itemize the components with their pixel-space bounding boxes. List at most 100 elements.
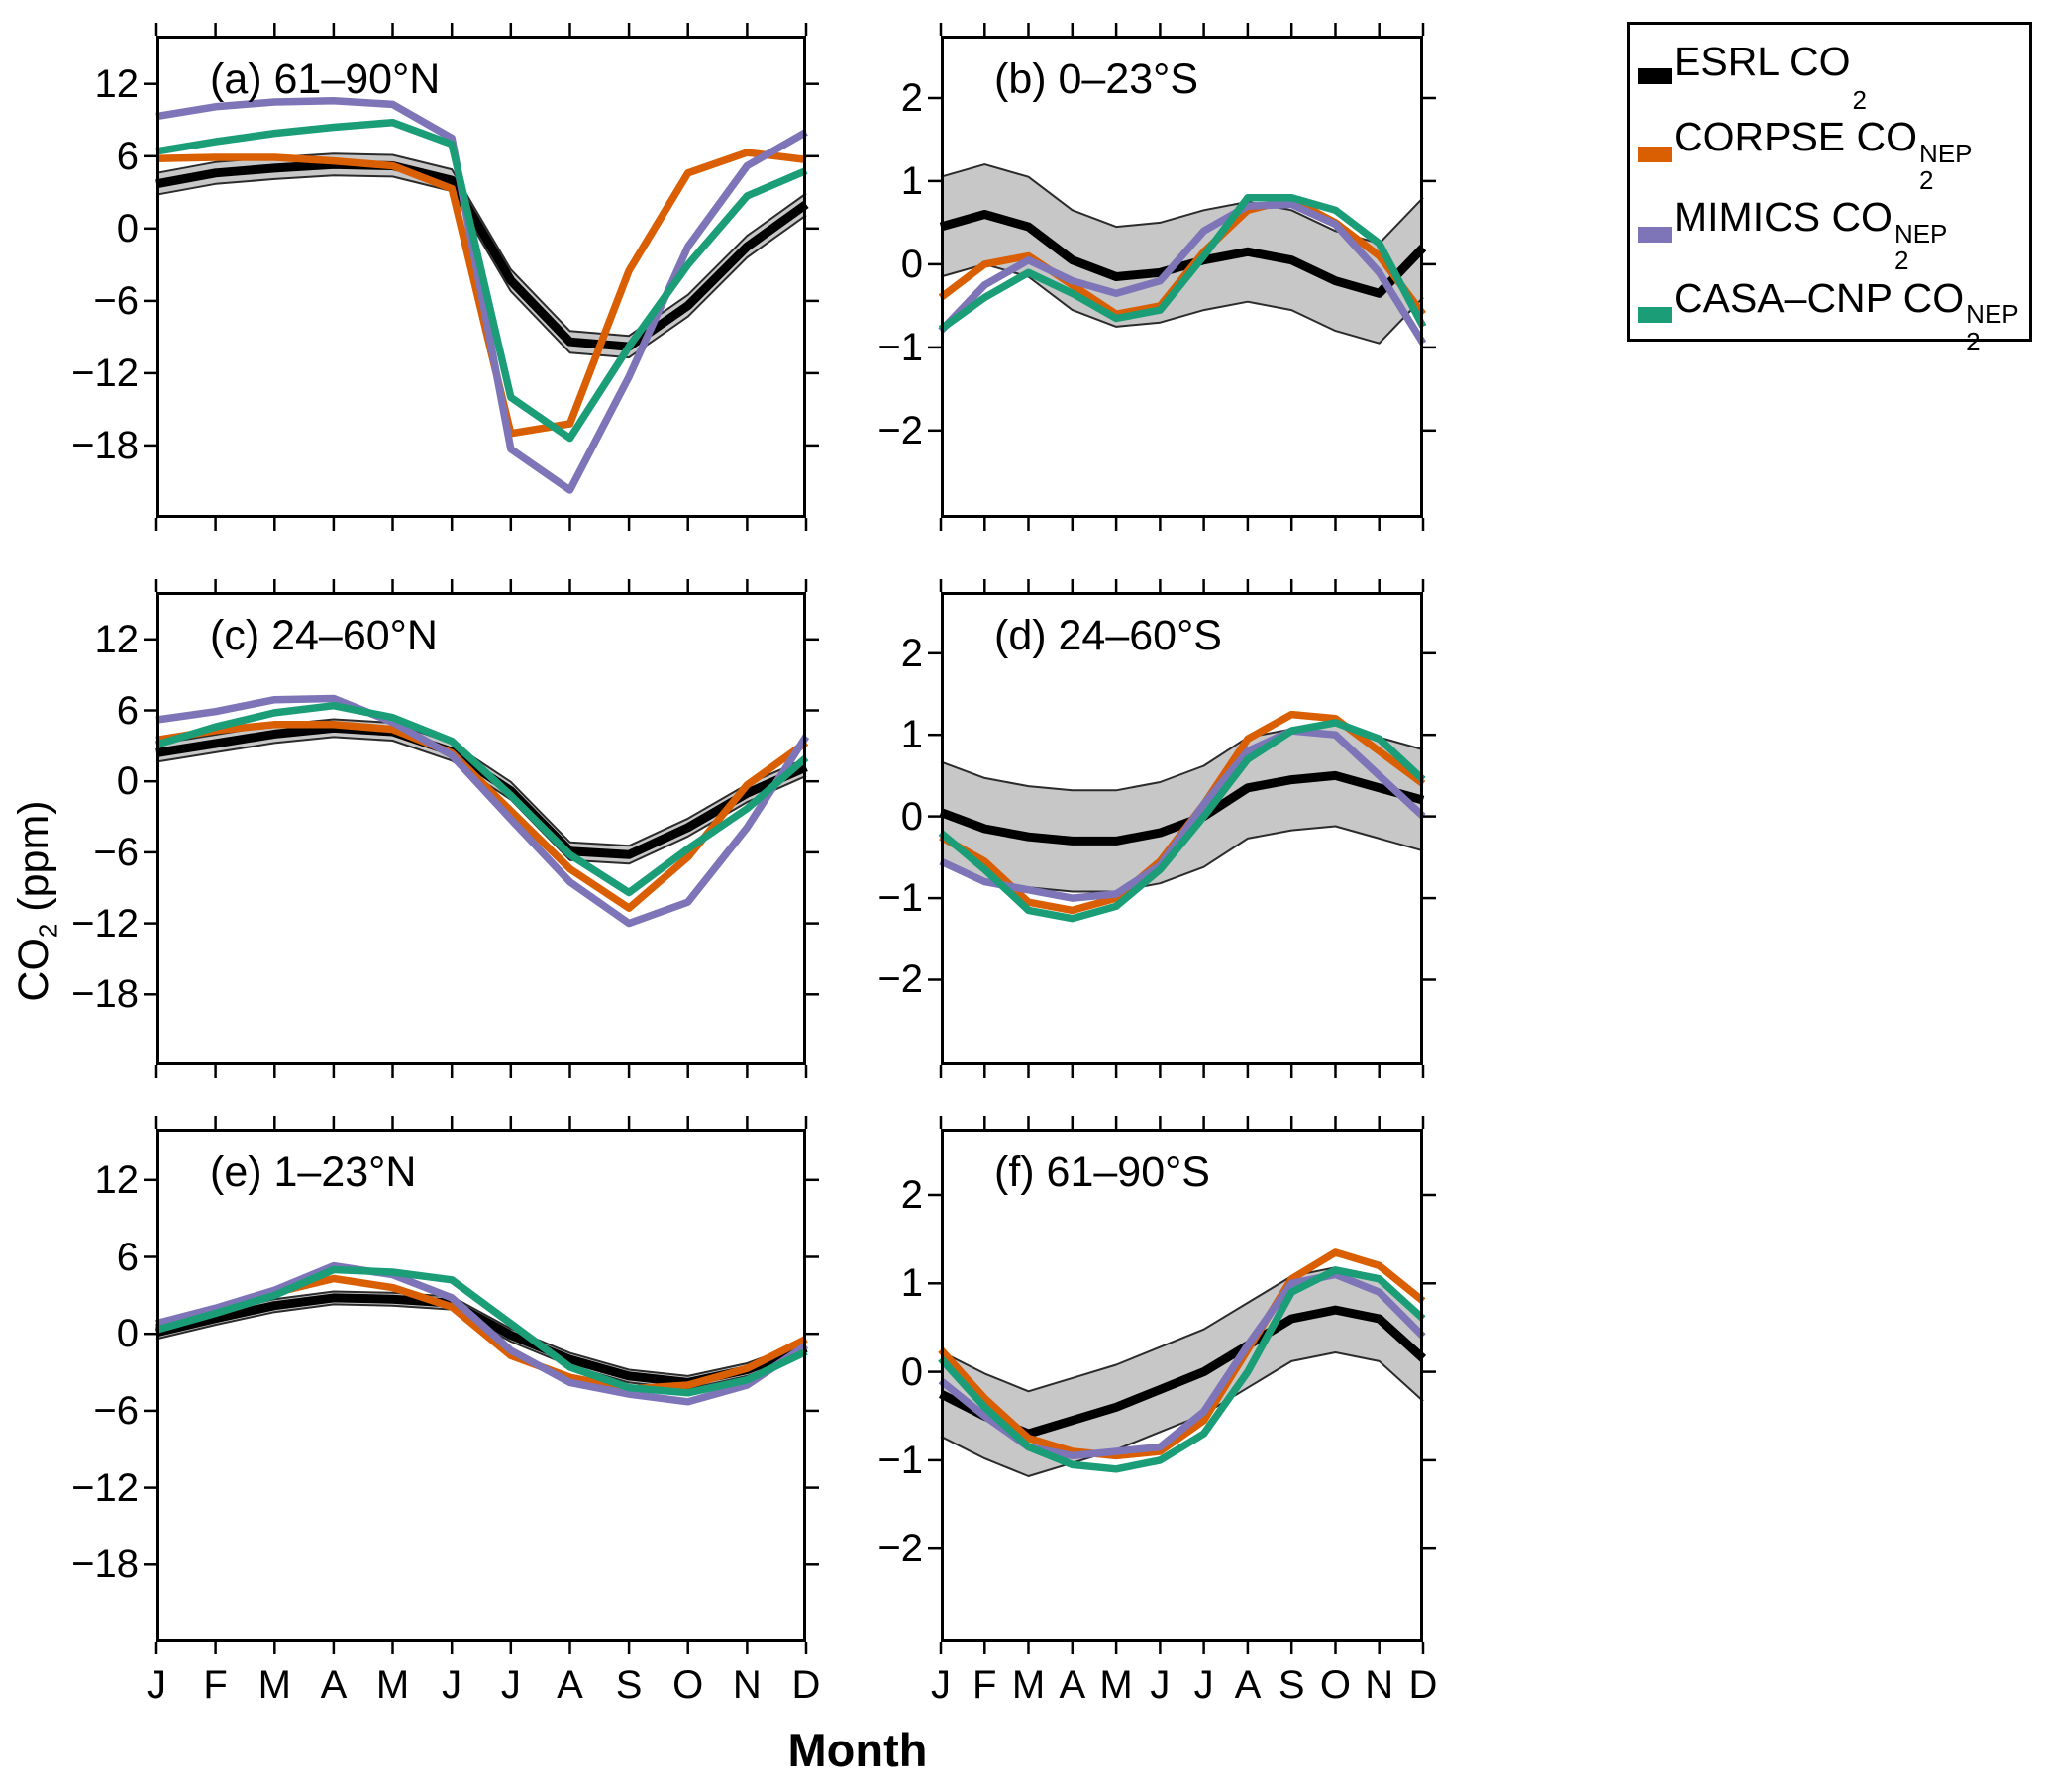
y-tick-label: −12 xyxy=(71,901,139,946)
y-tick-label: 2 xyxy=(900,631,923,675)
x-tick-label: J xyxy=(147,1663,166,1707)
corpse-line-swatch xyxy=(1638,146,1672,162)
y-tick-label: −18 xyxy=(71,423,139,467)
esrl-line xyxy=(154,1293,808,1387)
legend-item-esrl: ESRL CO 2 xyxy=(1638,39,2025,114)
casa-line-swatch xyxy=(1638,307,1672,324)
legend: ESRL CO 2 CORPSE CO NEP 2 MIMICS CO NEP 2 CAS… xyxy=(1627,22,2032,354)
y-tick-label: 0 xyxy=(900,794,923,839)
x-tick-label: J xyxy=(442,1663,462,1707)
x-tick-label: A xyxy=(1059,1663,1086,1707)
plot-area-b xyxy=(928,23,1436,531)
legend-label-esrl: ESRL CO 2 xyxy=(1674,39,1867,115)
legend-label-corpse: CORPSE CO NEP 2 xyxy=(1674,113,1973,195)
x-tick-label: J xyxy=(1193,1663,1214,1707)
casa-line xyxy=(155,118,808,443)
panel-border xyxy=(156,1129,806,1642)
plot-area-f xyxy=(928,1116,1436,1654)
y-tick-label: −2 xyxy=(877,408,923,452)
panel-61-90N: (a) 61–90°N 12 6 0 −6 −12 −18 xyxy=(71,23,819,531)
panel-border xyxy=(941,1129,1423,1642)
y-tick-label: 6 xyxy=(116,688,139,733)
y-tick-label: 0 xyxy=(900,242,923,286)
y-tick-label: 0 xyxy=(900,1349,923,1394)
esrl-uncertainty-band xyxy=(941,725,1423,892)
esrl-line xyxy=(155,159,809,351)
esrl-line xyxy=(939,210,1427,298)
band-lower-edge xyxy=(155,736,807,865)
band-lower-edge xyxy=(155,174,807,359)
plot-area-d xyxy=(928,579,1436,1078)
x-tick-label: F xyxy=(972,1663,997,1707)
esrl-line-swatch xyxy=(1638,67,1672,84)
mimics-line xyxy=(155,1261,809,1406)
mimics-line xyxy=(939,727,1426,902)
x-tick-label: S xyxy=(1278,1663,1305,1707)
panel-title-d: (d) 24–60°S xyxy=(994,612,1222,659)
panel-0-23S: (b) 0–23°S 2 1 0 −1 −2 xyxy=(877,23,1436,531)
panel-24-60N: (c) 24–60°N 12 6 0 −6 −12 −18 xyxy=(71,579,819,1078)
y-tick-label: 6 xyxy=(116,1235,139,1279)
panel-title-c: (c) 24–60°N xyxy=(210,612,438,659)
y-tick-label: −1 xyxy=(877,1438,923,1482)
x-tick-label: N xyxy=(732,1663,762,1707)
x-axis-label: Month xyxy=(787,1724,928,1776)
panel-border xyxy=(156,36,806,518)
casa-line xyxy=(154,701,809,897)
panel-1-23N: (e) 1–23°N 12 6 0 −6 −12 −18 J F M A M J J A S O N D xyxy=(71,1116,820,1707)
panel-title-e: (e) 1–23°N xyxy=(210,1148,417,1196)
x-tick-label: M xyxy=(1099,1663,1133,1707)
panel-title-a: (a) 61–90°N xyxy=(210,55,441,103)
y-tick-label: 0 xyxy=(116,1312,139,1356)
panel-border xyxy=(941,36,1423,518)
mimics-line-swatch xyxy=(1638,226,1672,243)
x-tick-label: D xyxy=(791,1663,821,1707)
panel-24-60S: (d) 24–60°S 2 1 0 −1 −2 xyxy=(877,579,1436,1078)
x-tick-label: D xyxy=(1408,1663,1438,1707)
plot-area-e xyxy=(144,1116,819,1654)
casa-line xyxy=(938,719,1426,923)
y-tick-label: −18 xyxy=(71,1543,139,1587)
mimics-line xyxy=(155,694,810,928)
panel-border xyxy=(156,592,806,1065)
x-tick-label: M xyxy=(375,1663,410,1707)
y-tick-label: 1 xyxy=(900,713,923,757)
y-tick-label: −6 xyxy=(93,830,139,874)
y-tick-label: 0 xyxy=(116,759,139,804)
x-tick-label: M xyxy=(1011,1663,1046,1707)
x-tick-label: N xyxy=(1365,1663,1394,1707)
y-tick-label: −12 xyxy=(71,350,139,395)
y-tick-label: −6 xyxy=(93,278,139,323)
y-tick-label: −1 xyxy=(877,876,923,921)
legend-item-corpse: CORPSE CO NEP 2 xyxy=(1638,114,2025,194)
legend-label-casa: CASA–CNP CO NEP 2 xyxy=(1674,274,2019,356)
x-tick-label: J xyxy=(1150,1663,1171,1707)
mimics-line xyxy=(938,200,1427,346)
x-tick-label: O xyxy=(1319,1663,1352,1707)
x-tick-label: F xyxy=(203,1663,228,1707)
y-tick-label: −18 xyxy=(71,972,139,1017)
legend-label-mimics: MIMICS CO NEP 2 xyxy=(1674,194,1948,276)
corpse-line xyxy=(938,1248,1426,1460)
legend-item-mimics: MIMICS CO NEP 2 xyxy=(1638,194,2025,274)
y-tick-label: −6 xyxy=(93,1388,139,1433)
y-tick-label: 6 xyxy=(116,134,139,178)
casa-line xyxy=(154,1265,808,1397)
x-tick-label: J xyxy=(500,1663,521,1707)
x-tick-label: J xyxy=(931,1663,951,1707)
panel-title-f: (f) 61–90°S xyxy=(994,1148,1210,1196)
y-tick-label: 1 xyxy=(900,1261,923,1306)
esrl-line xyxy=(939,770,1425,846)
x-tick-label: M xyxy=(257,1663,291,1707)
panel-border xyxy=(941,592,1423,1065)
mimics-line xyxy=(155,96,808,494)
y-tick-label: −2 xyxy=(877,957,923,1002)
x-tick-label: A xyxy=(1234,1663,1262,1707)
y-tick-label: 2 xyxy=(900,1172,923,1217)
x-tick-label: A xyxy=(557,1663,583,1707)
x-tick-label: S xyxy=(615,1663,643,1707)
y-axis-label: CO2 (ppm) xyxy=(10,800,63,1002)
plot-area-c xyxy=(144,579,819,1078)
band-lower-edge xyxy=(940,1351,1424,1477)
